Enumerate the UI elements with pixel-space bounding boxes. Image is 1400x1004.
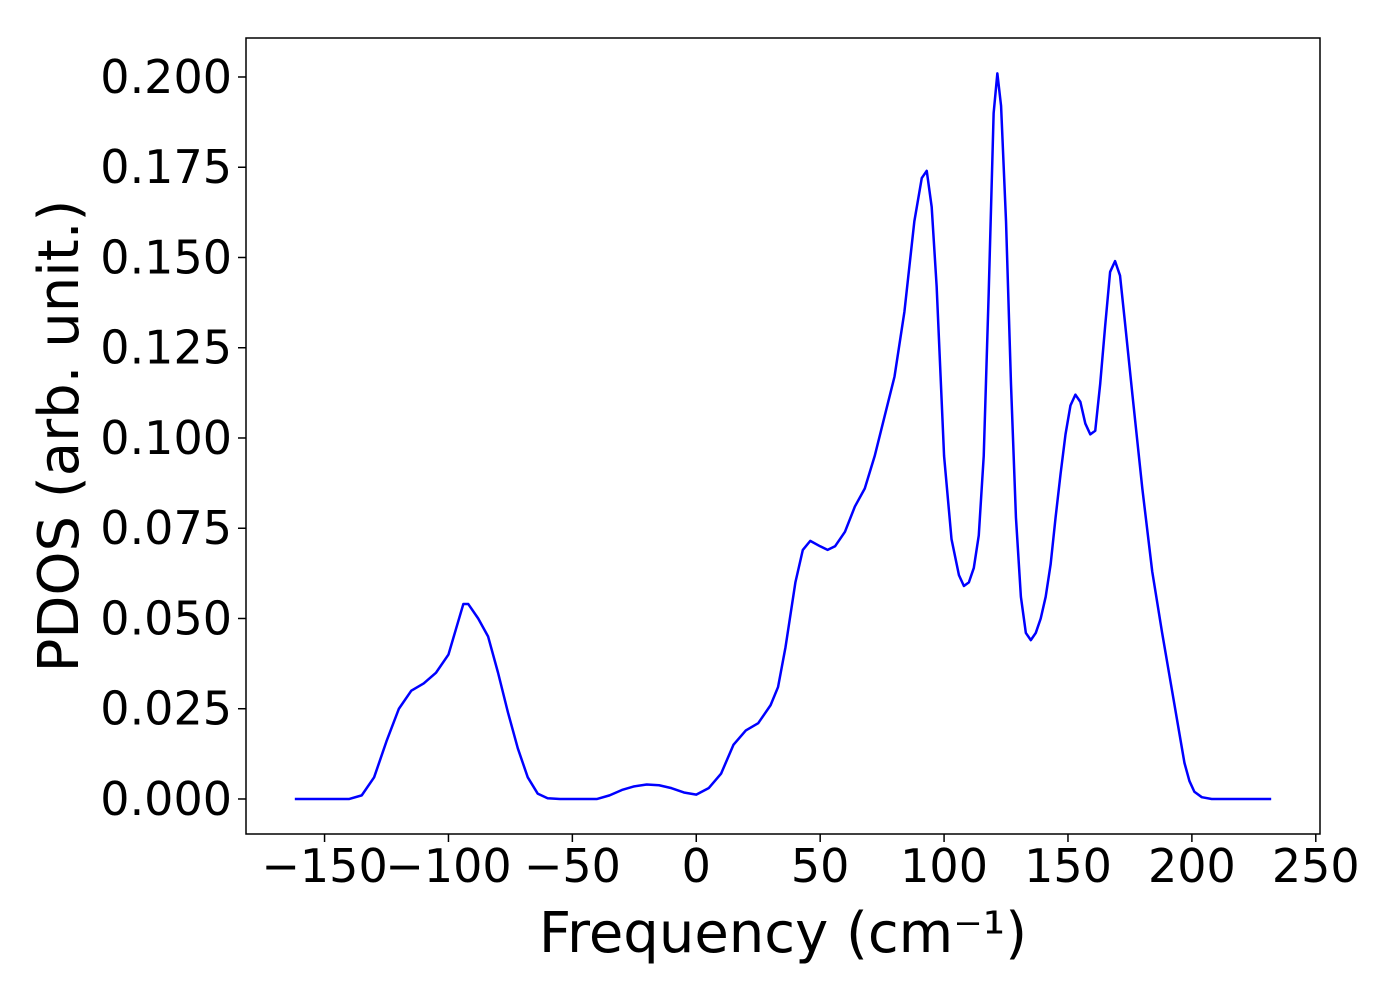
y-tick-label: 0.050 <box>100 591 232 645</box>
x-tick-label: 150 <box>1024 839 1112 893</box>
y-tick-label: 0.150 <box>100 230 232 284</box>
y-tick-label: 0.000 <box>100 772 232 826</box>
y-axis-label: PDOS (arb. unit.) <box>27 200 92 673</box>
x-axis-label: Frequency (cm⁻¹) <box>539 901 1027 966</box>
x-tick-label: −150 <box>261 839 387 893</box>
plot-frame <box>245 37 1321 835</box>
y-tick-label: 0.175 <box>100 140 232 194</box>
x-tick-label: 0 <box>682 839 711 893</box>
x-tick-label: 50 <box>791 839 850 893</box>
x-tick-label: 200 <box>1148 839 1236 893</box>
x-tick-label: −50 <box>524 839 621 893</box>
y-tick-label: 0.075 <box>100 501 232 555</box>
y-tick-label: 0.200 <box>100 50 232 104</box>
y-tick-label: 0.100 <box>100 411 232 465</box>
y-tick-label: 0.025 <box>100 682 232 736</box>
x-tick-label: −100 <box>385 839 511 893</box>
x-tick-label: 100 <box>900 839 988 893</box>
data-line <box>294 72 1272 801</box>
x-tick-label: 250 <box>1272 839 1360 893</box>
y-tick-label: 0.125 <box>100 321 232 375</box>
